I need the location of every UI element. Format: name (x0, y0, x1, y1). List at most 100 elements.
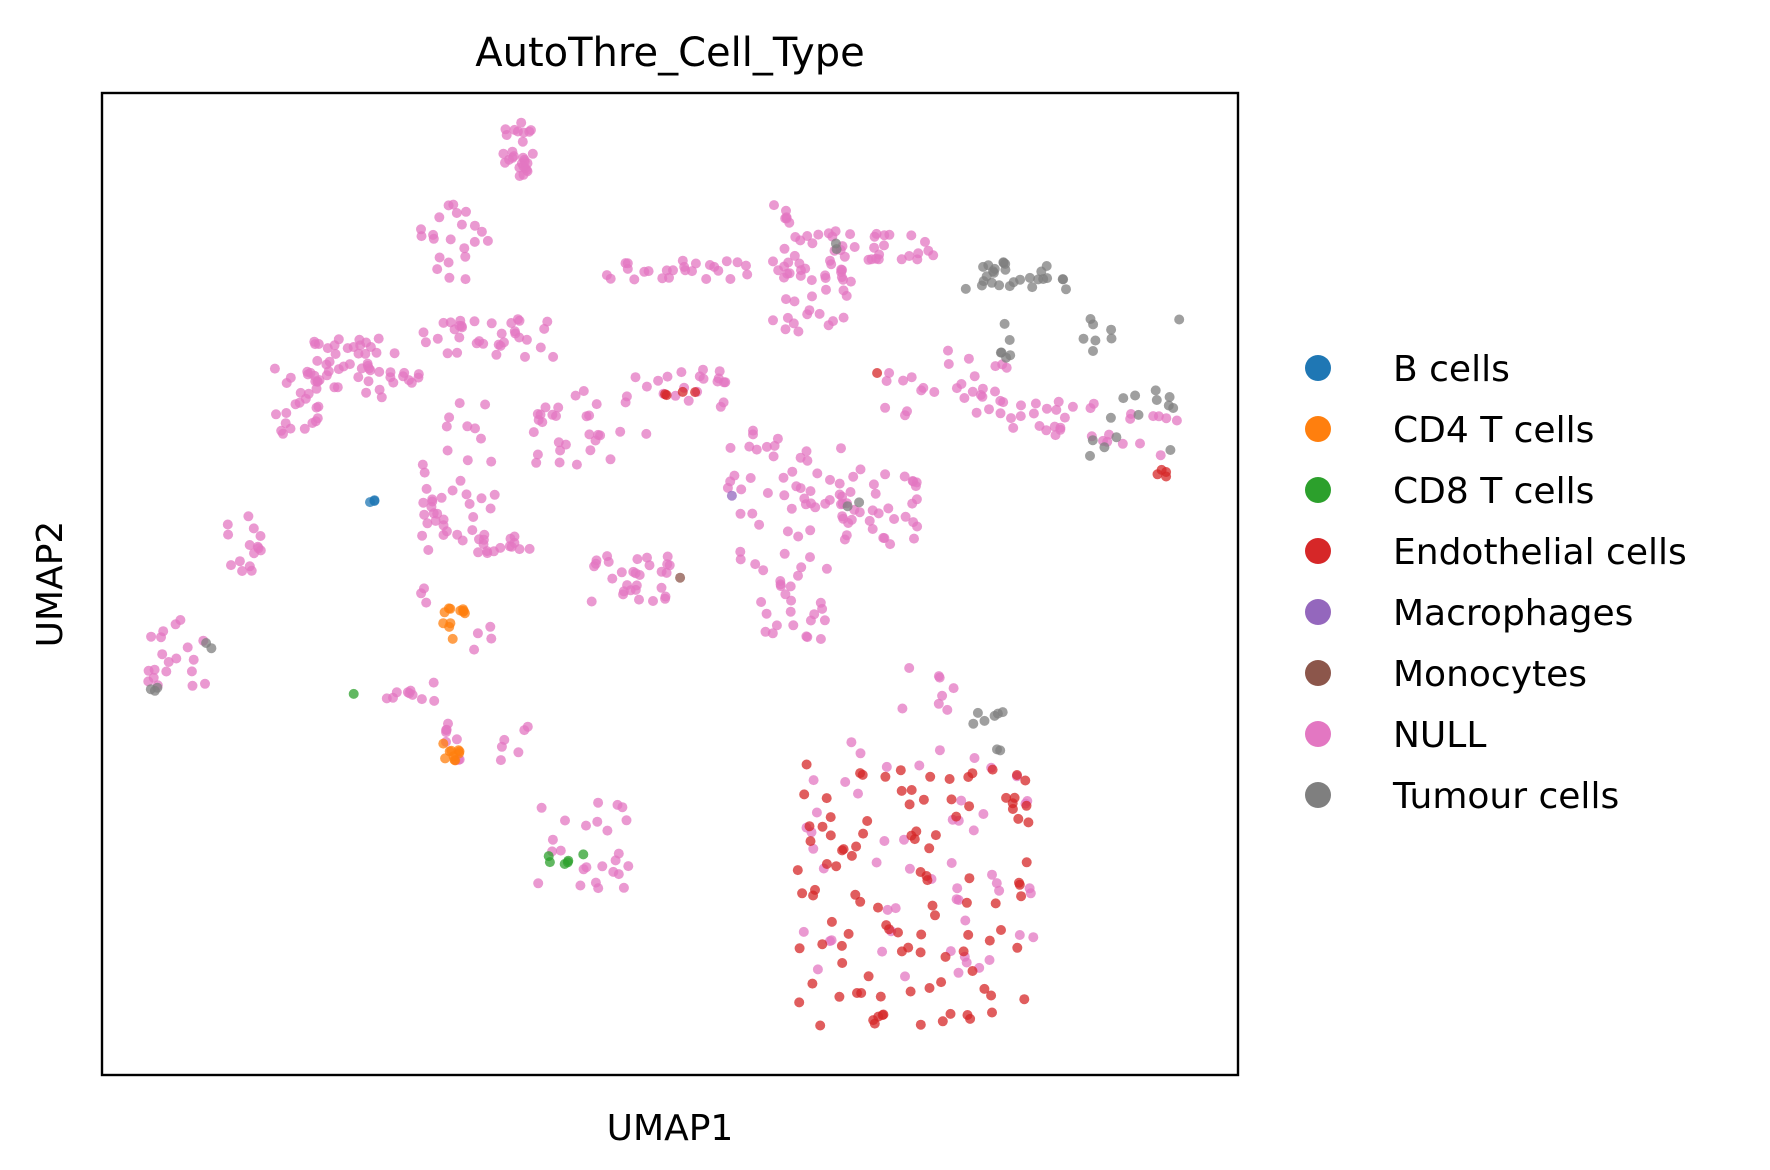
point-null (428, 677, 439, 688)
point-endothelial-cells (893, 927, 903, 938)
point-null (823, 320, 834, 331)
point-endothelial-cells (1020, 775, 1031, 786)
point-endothelial-cells (857, 769, 868, 780)
point-endothelial-cells (937, 1016, 948, 1027)
point-null (418, 497, 429, 508)
point-null (299, 423, 310, 434)
point-endothelial-cells (987, 1007, 997, 1018)
point-null (781, 213, 792, 224)
point-null (904, 663, 915, 673)
point-endothelial-cells (690, 387, 701, 398)
point-null (578, 864, 589, 875)
legend-label-cd4-t-cells: CD4 T cells (1393, 410, 1594, 451)
point-null (146, 631, 157, 642)
point-endothelial-cells (873, 902, 883, 913)
point-cd4-t-cells (454, 746, 465, 757)
point-null (884, 368, 895, 378)
point-null (1059, 412, 1070, 423)
point-endothelial-cells (951, 811, 962, 822)
point-null (489, 489, 500, 500)
point-null (879, 240, 889, 251)
point-null (482, 548, 493, 559)
point-null (470, 423, 480, 434)
point-null (977, 391, 988, 402)
point-endothelial-cells (846, 850, 857, 861)
point-null (793, 531, 804, 542)
point-endothelial-cells (807, 978, 818, 989)
point-tumour-cells (1099, 442, 1110, 453)
point-null (399, 367, 410, 378)
point-null (768, 256, 778, 267)
point-null (472, 628, 483, 639)
point-null (820, 498, 831, 509)
legend-label-monocytes: Monocytes (1393, 654, 1587, 695)
legend-label-macrophages: Macrophages (1393, 593, 1633, 634)
point-null (300, 393, 311, 404)
point-null (280, 418, 291, 429)
point-null (255, 531, 266, 541)
point-endothelial-cells (804, 821, 815, 832)
point-null (871, 228, 882, 239)
point-null (969, 753, 980, 763)
point-null (607, 573, 618, 584)
point-null (517, 136, 528, 147)
point-null (442, 348, 453, 359)
point-tumour-cells (1133, 409, 1144, 420)
point-tumour-cells (1078, 333, 1089, 344)
point-null (883, 503, 894, 514)
point-endothelial-cells (1161, 471, 1172, 482)
point-endothelial-cells (1001, 792, 1012, 803)
point-null (742, 269, 753, 280)
point-null (441, 526, 452, 537)
point-null (758, 565, 769, 576)
point-null (662, 371, 673, 382)
point-tumour-cells (1106, 333, 1117, 344)
point-null (586, 596, 597, 607)
point-null (432, 264, 443, 275)
point-null (413, 369, 424, 380)
point-cd4-t-cells (439, 607, 450, 618)
point-tumour-cells (1015, 274, 1026, 285)
point-endothelial-cells (1012, 770, 1022, 780)
point-null (421, 483, 432, 494)
point-null (984, 955, 995, 965)
point-null (434, 252, 445, 263)
point-endothelial-cells (836, 940, 847, 951)
point-null (186, 666, 197, 677)
point-tumour-cells (854, 497, 865, 508)
point-endothelial-cells (850, 889, 861, 900)
point-endothelial-cells (817, 821, 828, 832)
point-cd4-t-cells (445, 618, 456, 629)
point-cd4-t-cells (438, 738, 449, 749)
point-null (880, 402, 891, 413)
point-null (388, 377, 399, 388)
point-tumour-cells (995, 347, 1006, 358)
point-endothelial-cells (904, 799, 915, 810)
point-endothelial-cells (911, 826, 922, 837)
point-null (1135, 438, 1145, 449)
point-endothelial-cells (1014, 877, 1024, 888)
point-endothelial-cells (936, 977, 947, 988)
point-null (570, 390, 581, 401)
point-null (524, 543, 535, 554)
point-null (906, 372, 917, 383)
point-null (768, 451, 779, 462)
point-null (788, 620, 799, 631)
point-null (953, 967, 964, 978)
point-null (867, 505, 878, 516)
point-null (476, 226, 487, 237)
point-null (243, 511, 254, 522)
point-null (639, 266, 650, 277)
point-null (429, 695, 440, 706)
point-null (913, 248, 924, 259)
legend-label-null: NULL (1393, 715, 1486, 756)
point-null (448, 199, 459, 210)
point-null (849, 242, 860, 252)
point-null (779, 261, 790, 272)
point-cd4-t-cells (447, 633, 458, 644)
point-null (775, 581, 786, 592)
point-null (461, 206, 471, 217)
point-null (613, 848, 624, 859)
point-null (796, 562, 807, 573)
plot-frame (100, 91, 1240, 1077)
